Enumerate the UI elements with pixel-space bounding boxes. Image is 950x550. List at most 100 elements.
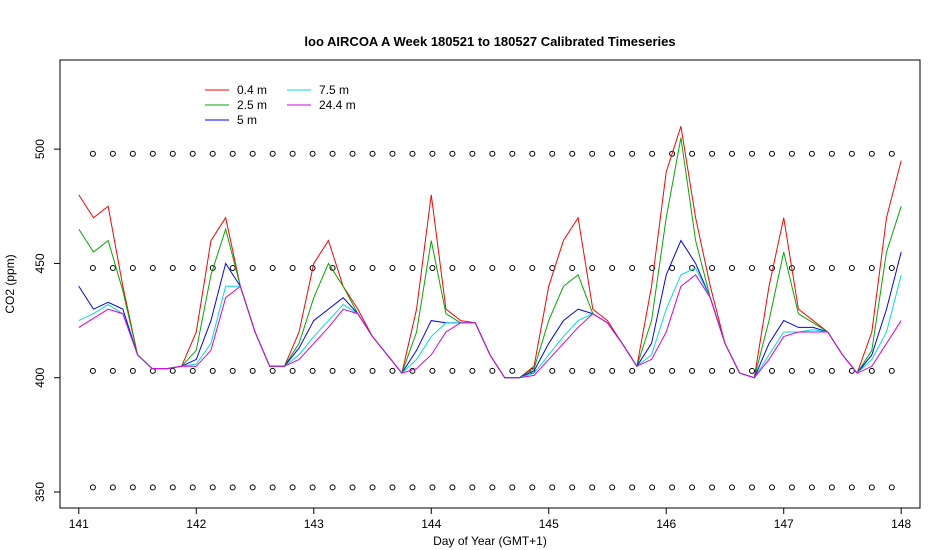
calibration-point (529, 265, 536, 271)
calibration-point (209, 150, 216, 157)
calibration-point (449, 265, 456, 271)
calibration-point (669, 150, 676, 157)
calibration-point (609, 367, 616, 374)
legend-label: 5 m (237, 113, 257, 127)
calibration-point (269, 367, 276, 374)
calibration-point (768, 150, 775, 157)
calibration-point (709, 367, 716, 374)
calibration-point (329, 367, 336, 374)
y-tick-label: 450 (33, 253, 47, 273)
calibration-point (768, 367, 775, 374)
x-tick-label: 146 (656, 517, 676, 531)
calibration-point (729, 150, 736, 157)
legend-label: 0.4 m (237, 83, 267, 97)
calibration-point (469, 367, 476, 374)
calibration-point (669, 367, 676, 374)
calibration-point (189, 265, 196, 271)
calibration-point (569, 484, 576, 491)
calibration-point (609, 265, 616, 271)
calibration-point (549, 484, 556, 491)
calibration-point (868, 367, 875, 374)
calibration-point (249, 265, 256, 271)
calibration-point (529, 484, 536, 491)
calibration-point (808, 150, 815, 157)
calibration-point (309, 484, 316, 491)
calibration-point (689, 367, 696, 374)
calibration-point (129, 265, 136, 271)
series-line (78, 267, 902, 379)
calibration-point (788, 150, 795, 157)
calibration-point (209, 484, 216, 491)
calibration-point (868, 150, 875, 157)
calibration-point (469, 150, 476, 157)
calibration-point (109, 150, 116, 157)
calibration-point (489, 367, 496, 374)
x-tick-label: 147 (774, 517, 794, 531)
calibration-point (349, 484, 356, 491)
calibration-point (748, 367, 755, 374)
calibration-point (629, 367, 636, 374)
calibration-point (888, 265, 895, 271)
calibration-point (89, 367, 96, 374)
calibration-point (828, 484, 835, 491)
calibration-point (609, 150, 616, 157)
legend-label: 2.5 m (237, 98, 267, 112)
calibration-point (489, 150, 496, 157)
calibration-point (589, 150, 596, 157)
calibration-point (848, 150, 855, 157)
plot-frame (59, 59, 921, 509)
calibration-point (289, 484, 296, 491)
calibration-point (129, 150, 136, 157)
calibration-point (868, 265, 875, 271)
calibration-point (149, 265, 156, 271)
series-line (78, 274, 902, 379)
calibration-point (129, 484, 136, 491)
calibration-point (709, 484, 716, 491)
calibration-point (389, 367, 396, 374)
calibration-point (109, 265, 116, 271)
calibration-point (709, 150, 716, 157)
x-tick-label: 143 (304, 517, 324, 531)
calibration-point (788, 367, 795, 374)
calibration-point (489, 265, 496, 271)
calibration-point (828, 367, 835, 374)
calibration-point (589, 265, 596, 271)
calibration-point (289, 367, 296, 374)
calibration-point (169, 150, 176, 157)
calibration-point (729, 265, 736, 271)
calibration-point (189, 367, 196, 374)
y-tick-label: 500 (33, 139, 47, 159)
calibration-point (269, 150, 276, 157)
calibration-point (429, 484, 436, 491)
calibration-point (449, 150, 456, 157)
y-axis-label: CO2 (ppm) (3, 254, 17, 313)
calibration-point (848, 484, 855, 491)
series-line (78, 126, 902, 379)
calibration-point (229, 484, 236, 491)
calibration-point (629, 265, 636, 271)
calibration-point (109, 484, 116, 491)
calibration-point (249, 484, 256, 491)
calibration-point (309, 367, 316, 374)
calibration-point (629, 150, 636, 157)
calibration-point (149, 367, 156, 374)
calibration-point (729, 484, 736, 491)
calibration-point (509, 150, 516, 157)
calibration-point (109, 367, 116, 374)
calibration-point (389, 265, 396, 271)
calibration-point (289, 150, 296, 157)
calibration-point (229, 150, 236, 157)
calibration-point (149, 150, 156, 157)
calibration-point (189, 484, 196, 491)
calibration-point (808, 484, 815, 491)
calibration-point (269, 484, 276, 491)
calibration-point (848, 367, 855, 374)
calibration-point (709, 265, 716, 271)
calibration-point (89, 265, 96, 271)
calibration-point (808, 367, 815, 374)
x-tick-label: 144 (421, 517, 441, 531)
calibration-point (589, 367, 596, 374)
calibration-point (129, 367, 136, 374)
calibration-point (689, 484, 696, 491)
